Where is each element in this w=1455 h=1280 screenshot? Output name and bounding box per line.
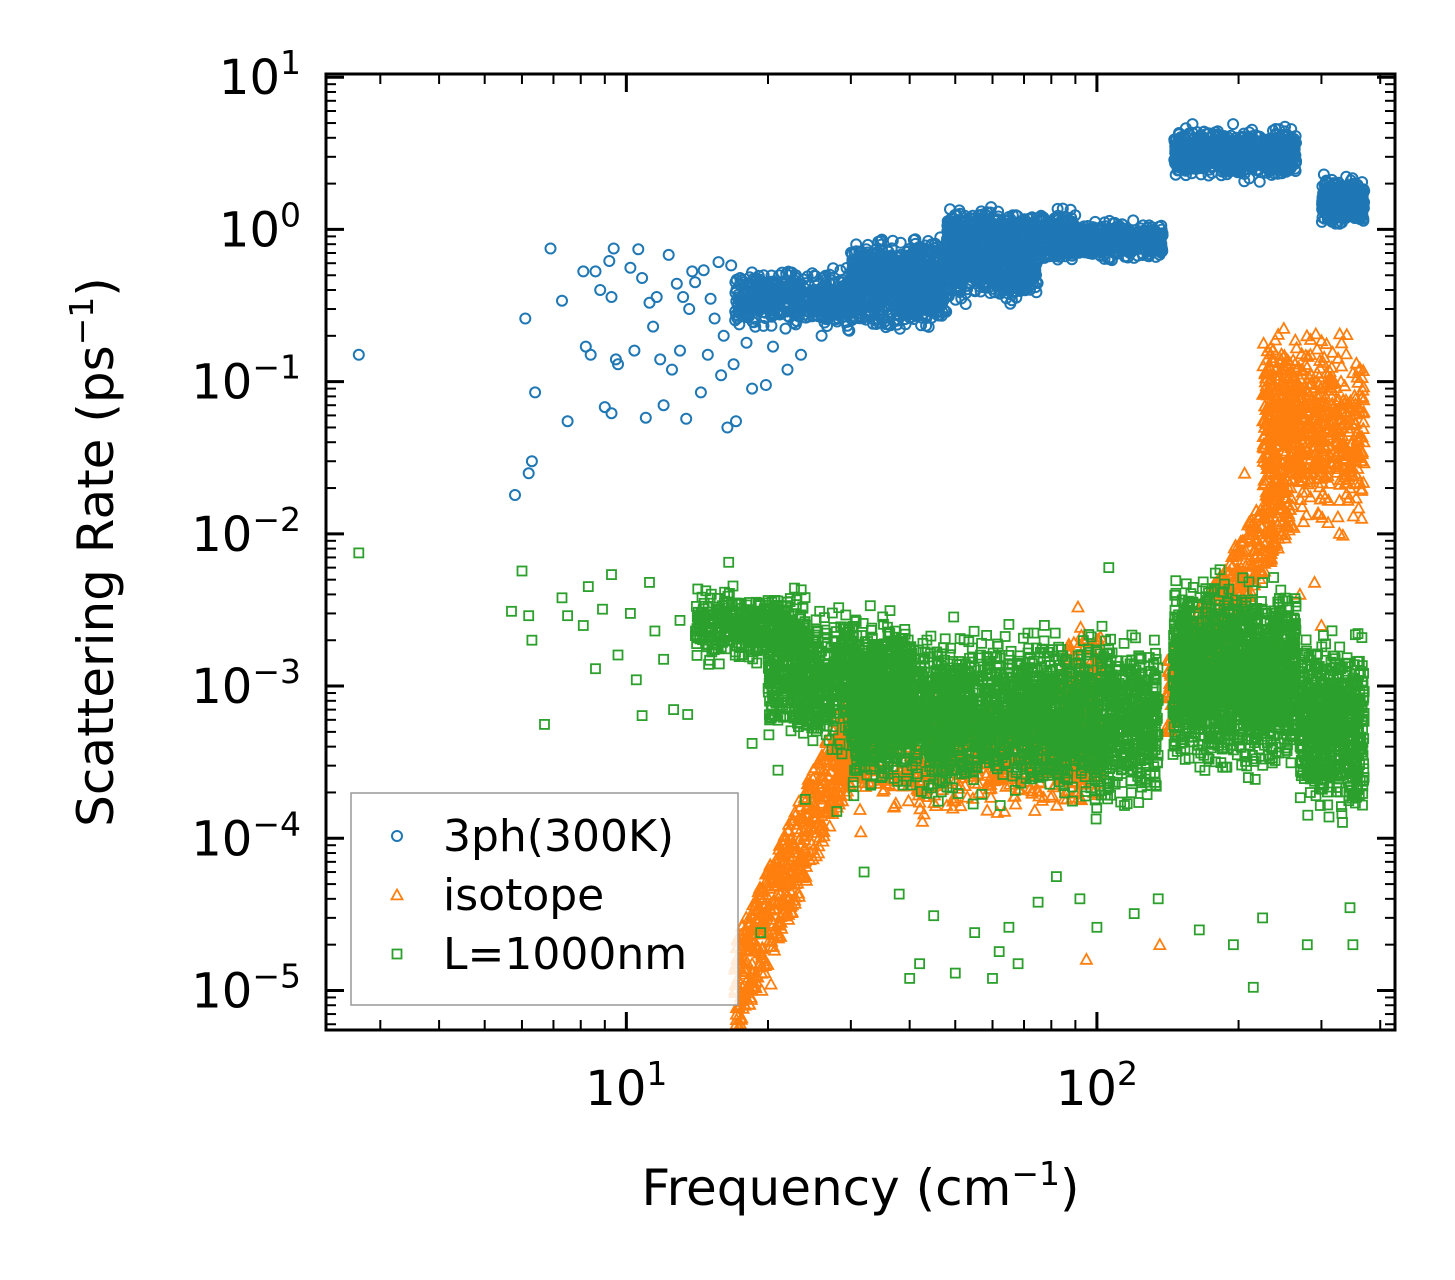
data-point-circle: [689, 276, 702, 289]
data-point-circle: [725, 259, 738, 272]
data-point-circle: [544, 242, 557, 255]
data-point-circle: [790, 315, 803, 328]
data-point-circle: [886, 234, 899, 247]
data-point-circle: [556, 294, 568, 307]
data-point-circle: [607, 242, 620, 255]
data-point-circle: [1227, 118, 1240, 131]
data-point-circle: [509, 489, 521, 501]
data-point-circle: [776, 266, 789, 279]
data-point-circle: [686, 265, 699, 278]
data-point-circle: [832, 288, 845, 301]
data-point-circle: [677, 291, 690, 303]
data-point-circle: [589, 265, 602, 278]
data-point-circle: [697, 264, 710, 277]
data-point-circle: [761, 297, 773, 310]
data-point-circle: [657, 399, 670, 412]
data-point-circle: [650, 291, 663, 303]
data-point-circle: [780, 286, 793, 299]
data-point-circle: [584, 348, 597, 361]
data-point-circle: [830, 281, 843, 294]
data-point-circle: [753, 285, 766, 298]
data-point-circle: [806, 267, 819, 280]
data-point-circle: [717, 329, 730, 342]
data-point-circle: [765, 319, 778, 332]
data-point-circle: [561, 415, 574, 428]
data-point-circle: [781, 363, 794, 376]
data-point-circle: [701, 348, 714, 361]
data-point-circle: [522, 467, 535, 480]
data-point-circle: [795, 348, 807, 361]
data-point-circle: [352, 348, 365, 361]
data-point-circle: [788, 304, 801, 317]
data-point-circle: [670, 277, 683, 290]
data-point-circle: [839, 304, 852, 317]
data-point-circle: [525, 455, 538, 468]
data-point-circle: [730, 415, 742, 428]
data-point-circle: [746, 382, 759, 395]
plot-area: [352, 118, 1371, 1030]
data-point-circle: [605, 407, 618, 420]
data-point-circle: [632, 243, 645, 256]
data-point-circle: [577, 265, 590, 278]
data-point-circle: [779, 322, 792, 335]
data-point-circle: [654, 353, 667, 366]
data-point-circle: [519, 312, 532, 325]
data-point-circle: [903, 305, 916, 318]
data-point-circle: [851, 301, 864, 314]
data-point-circle: [529, 386, 542, 399]
series-circle-0: [352, 118, 1371, 501]
data-point-circle: [683, 303, 696, 315]
data-point-circle: [605, 291, 618, 303]
data-point-circle: [767, 340, 779, 353]
data-point-circle: [768, 275, 781, 288]
data-point-circle: [674, 344, 686, 357]
data-point-circle: [815, 329, 828, 342]
data-point-circle: [715, 369, 728, 382]
data-point-circle: [594, 284, 607, 296]
data-point-circle: [704, 292, 717, 305]
data-point-circle: [735, 273, 748, 286]
data-point-circle: [712, 256, 725, 269]
data-point-circle: [647, 320, 660, 333]
data-point-circle: [809, 270, 822, 282]
data-point-circle: [628, 344, 641, 357]
data-point-circle: [708, 312, 721, 325]
data-point-circle: [796, 302, 809, 315]
data-point-circle: [757, 319, 770, 332]
data-point-circle: [837, 297, 850, 310]
data-point-circle: [813, 292, 825, 305]
data-point-circle: [1253, 175, 1266, 188]
data-point-circle: [795, 284, 808, 297]
data-point-circle: [694, 386, 707, 399]
data-point-circle: [880, 318, 893, 331]
data-point-circle: [639, 411, 652, 424]
data-point-circle: [754, 286, 767, 299]
data-point-circle: [821, 290, 834, 303]
data-point-circle: [624, 261, 637, 274]
data-point-circle: [603, 255, 616, 267]
data-point-circle: [727, 358, 740, 371]
data-point-circle: [940, 305, 953, 318]
data-point-circle: [747, 273, 760, 286]
data-point-circle: [743, 280, 756, 293]
data-point-circle: [666, 363, 678, 376]
data-point-circle: [680, 412, 693, 425]
data-point-circle: [740, 336, 753, 349]
data-point-circle: [636, 272, 649, 284]
data-point-circle: [662, 248, 675, 261]
data-point-circle: [759, 379, 772, 391]
data-point-circle: [823, 306, 836, 319]
data-point-circle: [827, 262, 840, 275]
data-point-circle: [761, 277, 774, 290]
